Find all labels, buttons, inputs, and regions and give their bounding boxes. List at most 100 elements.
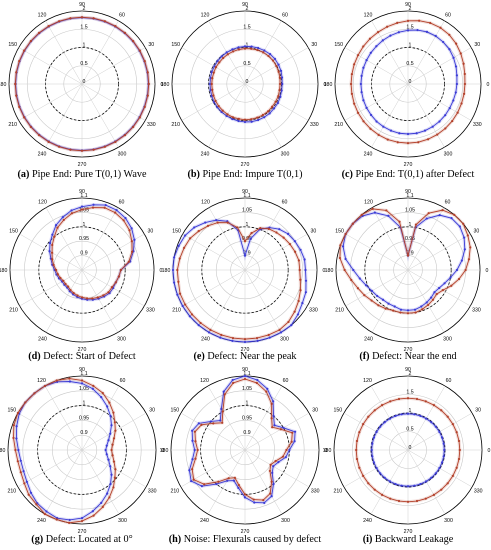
data-point	[419, 414, 422, 418]
data-point	[273, 57, 277, 60]
data-point	[231, 48, 234, 51]
data-point	[231, 378, 234, 382]
data-point	[80, 149, 84, 152]
caption-letter: (a)	[17, 169, 30, 180]
data-point	[349, 82, 353, 86]
data-point	[455, 268, 459, 272]
spoke	[17, 449, 83, 488]
data-point	[448, 106, 451, 110]
data-point	[429, 21, 432, 25]
data-point	[48, 242, 52, 245]
data-point	[243, 120, 247, 124]
data-point	[212, 71, 215, 74]
spoke	[19, 269, 83, 307]
data-point	[301, 302, 304, 305]
radial-tick-label: 0.9	[80, 251, 87, 257]
polar-chart-i: 0 30 60 90 120 150 180 210 240 270 300 330 0 0.5 1 1.5 2	[323, 367, 491, 535]
radial-tick-label: 1.05	[242, 386, 252, 392]
caption-letter: (i)	[362, 534, 373, 545]
angle-label: 210	[334, 489, 343, 495]
data-point	[108, 401, 111, 404]
data-point	[106, 492, 109, 495]
caption-text: Defect: Near the end	[369, 351, 457, 362]
angle-label: 210	[171, 489, 180, 495]
data-point	[184, 234, 187, 237]
angle-label: 270	[78, 529, 87, 535]
data-point	[96, 296, 99, 299]
data-point	[298, 268, 301, 272]
data-point	[70, 212, 74, 215]
data-point	[103, 206, 106, 209]
data-point	[438, 430, 441, 433]
data-point	[43, 384, 47, 388]
data-point	[253, 501, 256, 504]
caption-i: (i) Backward Leakage	[328, 534, 488, 545]
data-point	[226, 221, 229, 224]
data-point	[431, 125, 434, 128]
data-point	[270, 417, 273, 420]
data-point	[386, 138, 389, 141]
data-point	[381, 404, 384, 407]
data-point	[109, 414, 112, 418]
angle-label: 30	[311, 42, 317, 48]
data-point	[384, 307, 387, 310]
data-point	[231, 117, 234, 121]
angle-label: 330	[472, 308, 481, 314]
data-point	[344, 257, 347, 261]
spoke	[45, 20, 83, 85]
data-point	[16, 460, 19, 463]
spoke	[244, 449, 310, 488]
data-point	[220, 407, 223, 411]
data-point	[110, 424, 113, 427]
data-point	[355, 439, 359, 443]
data-point	[275, 231, 278, 234]
angle-label: 270	[404, 529, 413, 535]
data-point	[221, 421, 224, 424]
angle-label: 90	[405, 367, 411, 373]
angle-label: 180	[161, 82, 170, 88]
data-point	[227, 477, 230, 480]
data-point	[100, 501, 103, 504]
data-point	[189, 237, 192, 240]
angle-label: 0	[324, 82, 327, 88]
data-point	[455, 431, 458, 434]
caption-text: Pipe End: T(0,1) after Defect	[352, 169, 475, 180]
data-point	[212, 94, 215, 97]
data-point	[457, 439, 461, 443]
data-point	[216, 59, 219, 63]
angle-label: 90	[405, 2, 411, 8]
data-point	[415, 132, 418, 135]
spoke	[407, 233, 471, 271]
data-point	[398, 132, 401, 135]
data-point	[110, 448, 113, 452]
caption-text: Pipe End: Pure T(0,1) Wave	[29, 169, 147, 180]
data-point	[209, 76, 212, 80]
angle-label: 60	[120, 378, 126, 384]
data-point	[376, 294, 379, 298]
spoke	[45, 269, 83, 333]
data-point	[389, 497, 392, 500]
spoke	[407, 207, 445, 271]
data-point	[250, 45, 253, 48]
angle-label: 90	[79, 367, 85, 373]
data-point	[427, 303, 430, 307]
data-point	[362, 120, 365, 123]
data-point	[279, 95, 282, 98]
data-point	[398, 220, 401, 223]
polar-panel-b: (b) Pipe End: Impure T(0,1) 0 30 60 90 120 15…	[161, 2, 327, 184]
radial-tick-label: 0.9	[80, 430, 87, 436]
data-point	[200, 423, 203, 426]
data-point	[431, 298, 435, 301]
data-point	[109, 465, 112, 468]
data-point	[80, 208, 84, 211]
polar-panel-f: (f) Defect: Near the end 0 30 60 90 120 150 18…	[325, 189, 489, 368]
radial-tick-label: 1.05	[79, 386, 89, 392]
data-point	[68, 521, 71, 524]
data-point	[457, 277, 461, 281]
data-point	[377, 304, 380, 307]
radial-tick-label: 2	[409, 371, 412, 377]
data-point	[16, 411, 20, 415]
data-point	[362, 474, 365, 477]
data-point	[237, 119, 240, 123]
spoke	[18, 47, 83, 85]
